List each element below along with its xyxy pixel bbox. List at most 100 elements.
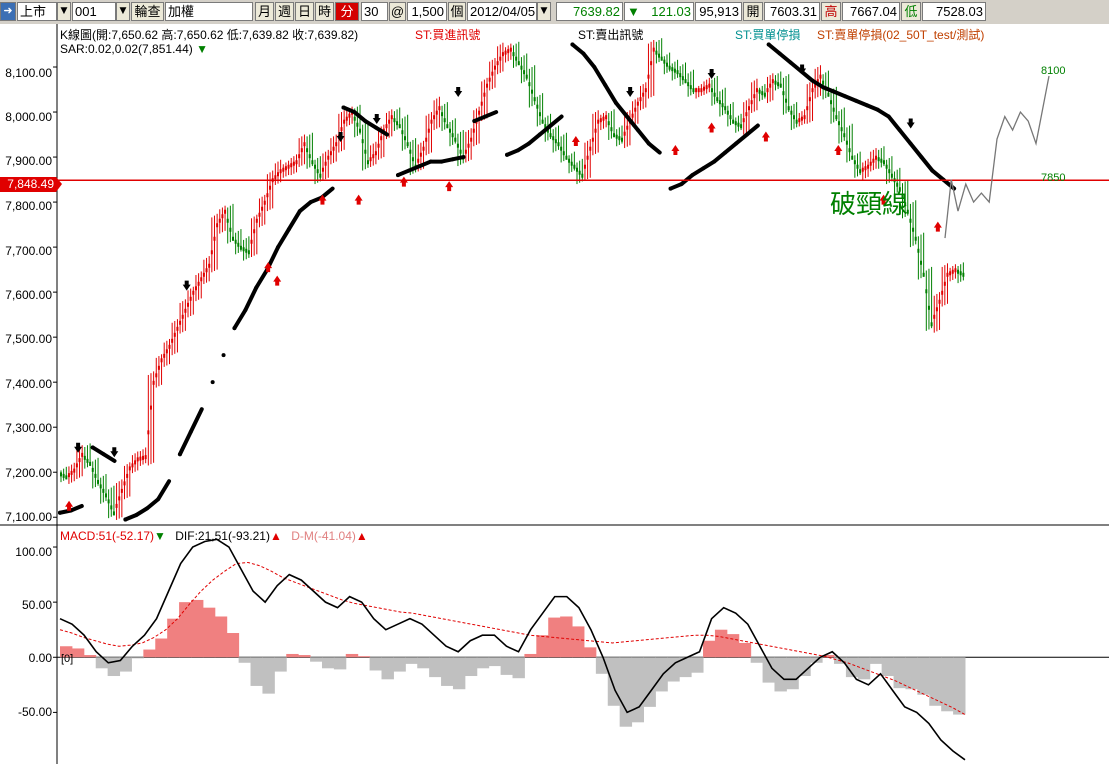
candle-body (229, 227, 232, 232)
candle-body (718, 100, 721, 105)
candle-body (491, 71, 494, 76)
oscillator-bar (119, 657, 132, 672)
candle-body (290, 163, 293, 168)
sar-segment (276, 227, 291, 250)
sell-arrow-icon (74, 442, 83, 453)
sar-segment (930, 168, 946, 182)
sar-segment (734, 132, 749, 146)
count-input[interactable]: 1,500 (407, 2, 447, 21)
candle-body (247, 250, 250, 255)
stock-code-input[interactable]: 001 (72, 2, 116, 21)
sar-segment (177, 429, 193, 457)
target-7850-label: 7850 (1041, 172, 1066, 184)
candle-body (218, 218, 221, 223)
candle-body (300, 148, 303, 153)
candle-body (573, 164, 576, 169)
candle-body (761, 91, 764, 96)
candle-body (729, 115, 732, 120)
candle-body (94, 473, 97, 478)
candle-body (957, 269, 960, 274)
candle-body (332, 146, 335, 151)
candle-body (610, 127, 613, 132)
candle-body (586, 155, 589, 160)
sar-segment (450, 155, 466, 162)
candle-body (157, 365, 160, 370)
candle-body (798, 118, 801, 123)
candle-body (681, 76, 684, 81)
date-select[interactable]: 2012/04/05 (467, 2, 537, 21)
candle-body (451, 133, 454, 138)
date-dropdown-icon[interactable]: ▼ (537, 2, 551, 21)
candle-body (703, 86, 706, 91)
oscillator-bar (441, 657, 454, 686)
interval-input[interactable]: 30 (361, 2, 388, 21)
candle-body (115, 503, 118, 508)
candle-body (155, 373, 158, 378)
sar-segment (810, 78, 826, 90)
market-dropdown-icon[interactable]: ▼ (57, 2, 71, 21)
candle-body (835, 115, 838, 120)
candle-body (822, 80, 825, 85)
candle-body (120, 488, 123, 493)
candle-body (679, 73, 682, 78)
candle-body (483, 92, 486, 97)
candle-body (888, 169, 891, 174)
arrow-right-icon[interactable]: ➜ (0, 2, 16, 21)
period-week-button[interactable]: 週 (275, 2, 294, 21)
sar-segment (570, 42, 586, 56)
candle-body (853, 160, 856, 165)
candle-body (149, 405, 152, 410)
candle-body (112, 511, 115, 516)
st-sell-signal-legend: ST:賣出訊號 (578, 28, 644, 42)
sar-segment (614, 101, 629, 119)
oscillator-bar (703, 640, 716, 658)
sar-dot (221, 353, 226, 358)
code-dropdown-icon[interactable]: ▼ (116, 2, 130, 21)
candle-body (329, 151, 332, 156)
sar-segment (766, 42, 782, 56)
candle-body (740, 124, 743, 129)
y-tick-7200: 7,200.00 (5, 466, 52, 480)
candle-body (258, 212, 261, 217)
period-hour-button[interactable]: 時 (315, 2, 334, 21)
sar-text: SAR:0.02,0.02(7,851.44) (60, 42, 193, 56)
rotate-button[interactable]: 輪查 (131, 2, 164, 21)
candle-body (284, 166, 287, 171)
oscillator-bar (60, 646, 73, 658)
dif-line (59, 538, 966, 761)
candle-body (898, 187, 901, 192)
period-minute-button[interactable]: 分 (335, 2, 359, 21)
candle-body (599, 118, 602, 123)
oscillator-bar (321, 657, 335, 669)
candle-body (914, 236, 917, 241)
candle-body (896, 182, 899, 187)
candle-body (636, 101, 639, 106)
open-label: 開 (743, 2, 763, 21)
candle-body (425, 137, 428, 142)
candle-body (864, 166, 867, 171)
candle-body (721, 103, 724, 108)
candle-body (343, 119, 346, 124)
candle-body (306, 148, 309, 153)
macd-legend: MACD:51(-52.17)▼ DIF:21,51(-93.21)▲ D-M(… (60, 529, 368, 543)
candle-body (930, 322, 933, 327)
oscillator-bar (691, 657, 704, 673)
oscillator-bar (190, 599, 204, 658)
oscillator-bar (71, 648, 85, 658)
candle-body (134, 460, 137, 465)
candle-body (192, 290, 195, 295)
candle-body (390, 115, 393, 120)
count-unit-label: 個 (448, 2, 466, 21)
period-month-button[interactable]: 月 (255, 2, 274, 21)
candle-body (372, 154, 375, 159)
period-day-button[interactable]: 日 (295, 2, 314, 21)
sar-segment (897, 128, 913, 146)
candle-body (295, 160, 298, 165)
oscillator-bar (202, 607, 216, 658)
candle-body (620, 137, 623, 142)
candle-body (552, 136, 555, 141)
candle-body (438, 106, 441, 111)
candle-body (250, 239, 253, 244)
market-select[interactable]: 上市 (17, 2, 57, 21)
candle-body (197, 281, 200, 286)
